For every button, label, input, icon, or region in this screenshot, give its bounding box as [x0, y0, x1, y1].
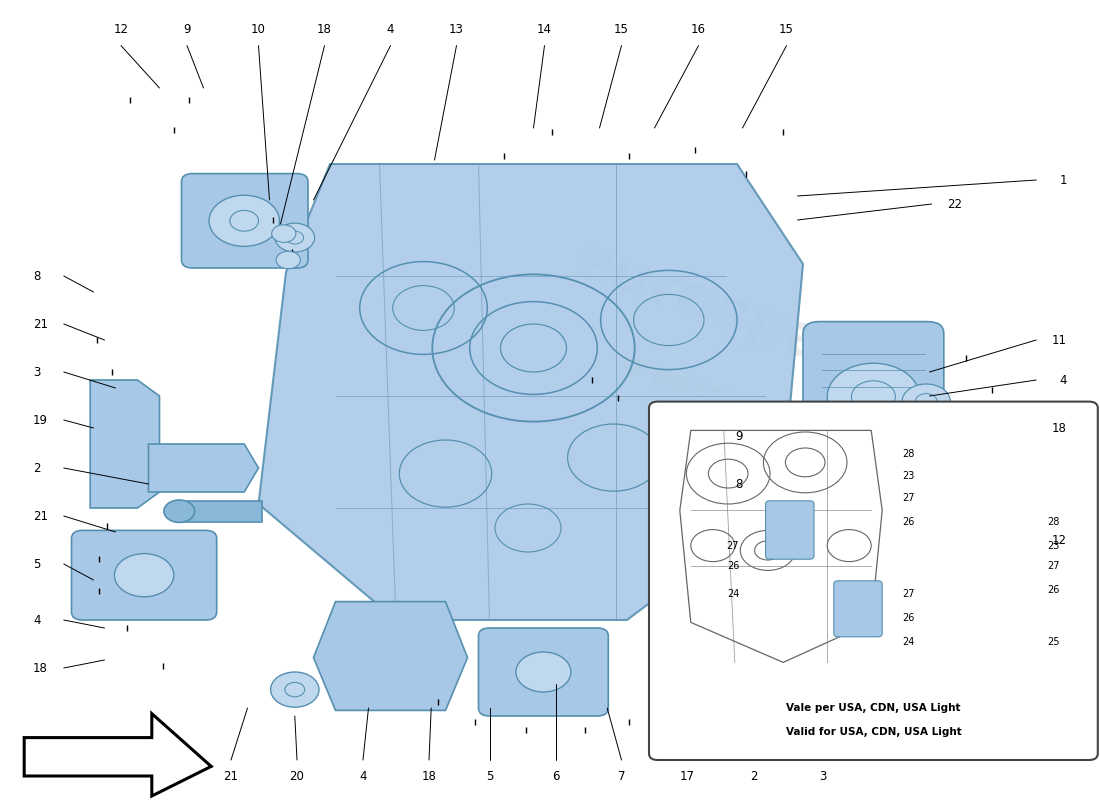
Circle shape [276, 251, 300, 269]
Text: 18: 18 [1052, 422, 1067, 434]
Text: 21: 21 [33, 510, 48, 522]
Text: 5: 5 [33, 558, 41, 570]
Text: 19: 19 [33, 414, 48, 426]
Polygon shape [24, 714, 211, 796]
FancyBboxPatch shape [478, 628, 608, 716]
Circle shape [827, 363, 920, 430]
Text: 17: 17 [680, 770, 695, 782]
Text: 27: 27 [902, 493, 914, 502]
Circle shape [902, 384, 950, 419]
Text: 27: 27 [1047, 562, 1059, 571]
Text: 27: 27 [902, 589, 914, 598]
Text: 5: 5 [486, 770, 493, 782]
Text: 23: 23 [902, 471, 914, 481]
Circle shape [956, 565, 976, 579]
Text: 18: 18 [317, 23, 332, 36]
Text: 28: 28 [902, 450, 914, 459]
Text: 26: 26 [1047, 586, 1059, 595]
Text: eurospares: eurospares [565, 230, 931, 410]
Text: 4: 4 [33, 614, 41, 626]
Text: a passion for parts: a passion for parts [620, 350, 920, 482]
Text: 3: 3 [33, 366, 41, 378]
Text: 25: 25 [1047, 637, 1059, 646]
FancyBboxPatch shape [803, 322, 944, 472]
Text: 26: 26 [727, 562, 739, 571]
Text: 6: 6 [552, 770, 559, 782]
Polygon shape [148, 444, 258, 492]
Text: 7: 7 [618, 770, 625, 782]
Text: 16: 16 [691, 23, 706, 36]
Polygon shape [314, 602, 468, 710]
Text: 9: 9 [184, 23, 190, 36]
Text: 9: 9 [735, 430, 743, 442]
Text: 26: 26 [902, 613, 914, 622]
Circle shape [272, 225, 296, 242]
Circle shape [954, 561, 978, 578]
Text: 28: 28 [1047, 517, 1059, 526]
Text: Vale per USA, CDN, USA Light: Vale per USA, CDN, USA Light [786, 703, 960, 713]
Circle shape [275, 223, 315, 252]
Text: Valid for USA, CDN, USA Light: Valid for USA, CDN, USA Light [785, 727, 961, 737]
Circle shape [960, 509, 980, 523]
Circle shape [516, 652, 571, 692]
Circle shape [766, 537, 774, 543]
FancyBboxPatch shape [182, 174, 308, 268]
Text: 13: 13 [449, 23, 464, 36]
Text: 21: 21 [223, 770, 239, 782]
Polygon shape [90, 380, 160, 508]
Text: 4: 4 [1059, 374, 1067, 386]
Circle shape [766, 558, 774, 565]
Circle shape [986, 545, 1005, 559]
Text: 2: 2 [33, 462, 41, 474]
Text: 18: 18 [421, 770, 437, 782]
FancyBboxPatch shape [72, 530, 217, 620]
Text: 4: 4 [360, 770, 366, 782]
Circle shape [934, 505, 958, 522]
Text: 4: 4 [387, 23, 394, 36]
Text: 8: 8 [33, 270, 41, 282]
Text: 8: 8 [735, 478, 743, 490]
Circle shape [114, 554, 174, 597]
Polygon shape [258, 164, 803, 620]
FancyBboxPatch shape [834, 581, 882, 637]
Text: 26: 26 [902, 517, 914, 526]
Text: 2: 2 [750, 770, 757, 782]
Circle shape [851, 629, 860, 635]
Text: 24: 24 [902, 637, 914, 646]
Text: 22: 22 [947, 198, 962, 210]
Circle shape [164, 500, 195, 522]
Circle shape [834, 598, 843, 605]
Text: 12: 12 [1052, 534, 1067, 546]
Text: 12: 12 [113, 23, 129, 36]
Text: 11: 11 [1052, 334, 1067, 346]
Circle shape [209, 195, 279, 246]
Text: 15: 15 [779, 23, 794, 36]
Circle shape [271, 672, 319, 707]
Text: since 1985: since 1985 [771, 442, 989, 550]
Circle shape [834, 617, 843, 623]
Circle shape [766, 518, 774, 525]
Text: 14: 14 [537, 23, 552, 36]
Text: 10: 10 [251, 23, 266, 36]
Text: 23: 23 [1047, 541, 1059, 550]
FancyBboxPatch shape [766, 501, 814, 559]
Text: 24: 24 [727, 589, 739, 598]
Bar [179, 501, 262, 522]
Circle shape [969, 542, 993, 559]
Text: 27: 27 [727, 541, 739, 550]
Text: 21: 21 [33, 318, 48, 330]
Text: 18: 18 [33, 662, 48, 674]
FancyBboxPatch shape [649, 402, 1098, 760]
Text: 15: 15 [614, 23, 629, 36]
Text: 20: 20 [289, 770, 305, 782]
Text: 1: 1 [1059, 174, 1067, 186]
Text: 3: 3 [820, 770, 826, 782]
